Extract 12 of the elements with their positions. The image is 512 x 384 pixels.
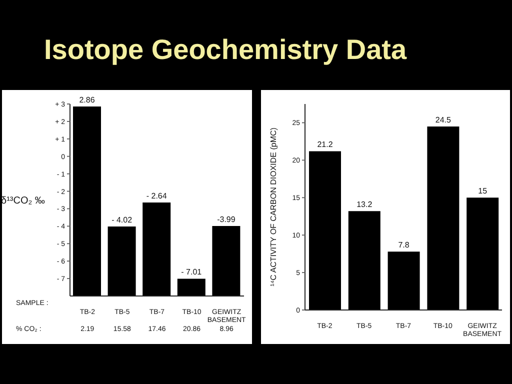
data-label: - 7.01: [181, 268, 202, 277]
data-label: 24.5: [435, 115, 452, 124]
data-label: 15: [478, 186, 488, 196]
y-axis-title: ¹⁴C ACTIVITY OF CARBON DIOXIDE (pMC): [268, 127, 278, 286]
data-label: -3.99: [217, 215, 236, 224]
data-label: 13.2: [356, 200, 373, 210]
data-label: - 4.02: [112, 216, 133, 225]
data-label: - 2.64: [146, 191, 168, 200]
data-label: 21.2: [317, 140, 334, 150]
data-label: 7.8: [398, 240, 410, 250]
chart-title: Isotope Geochemistry Data: [44, 34, 407, 66]
data-label: 2.86: [79, 95, 96, 104]
